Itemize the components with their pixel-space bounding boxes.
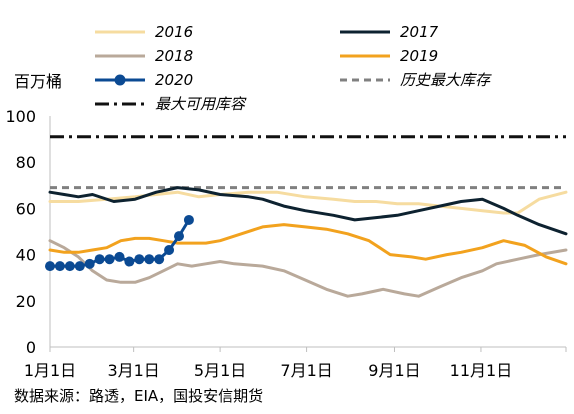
series-point <box>174 231 184 242</box>
y-tick-label: 100 <box>5 107 36 126</box>
series-point <box>183 214 194 225</box>
x-tick-label: 7月1日 <box>280 361 332 380</box>
series-line <box>48 186 568 236</box>
y-tick-label: 80 <box>16 153 36 172</box>
legend-label: 最大可用库容 <box>155 95 247 113</box>
y-tick-label: 20 <box>16 292 36 311</box>
legend-label: 历史最大库存 <box>400 71 492 89</box>
unit-label: 百万桶 <box>14 72 62 91</box>
series-layer <box>45 135 568 298</box>
legend-label: 2020 <box>155 71 193 89</box>
series-point <box>94 254 105 265</box>
axes: 0 20 40 60 80 100 1月1日 3月1日 5月1日 7月1日 9月1日 11月1日 <box>5 107 567 380</box>
series-point <box>144 254 155 265</box>
series-point <box>164 244 175 255</box>
series-point <box>134 254 145 265</box>
y-tick-label: 0 <box>26 338 36 357</box>
legend-marker <box>114 74 126 86</box>
y-tick-label: 60 <box>16 199 36 218</box>
series-point <box>114 251 125 262</box>
series-point <box>74 261 85 272</box>
series-point <box>45 261 55 272</box>
series-point <box>54 261 65 272</box>
series-line <box>48 239 568 298</box>
x-tick-label: 5月1日 <box>194 361 246 380</box>
series-point <box>84 258 95 269</box>
series-point <box>154 254 165 265</box>
x-tick-label: 11月1日 <box>450 361 513 380</box>
series-point <box>64 261 75 272</box>
x-tick-label: 3月1日 <box>107 361 159 380</box>
legend-label: 2016 <box>155 23 193 41</box>
legend-label: 2017 <box>400 23 439 41</box>
legend-label: 2019 <box>400 47 438 65</box>
series-point <box>124 256 135 267</box>
series-point <box>104 254 115 265</box>
x-tick-label: 9月1日 <box>368 361 420 380</box>
source-note: 数据来源：路透，EIA，国投安信期货 <box>14 387 264 405</box>
series-line <box>48 223 568 266</box>
legend-label: 2018 <box>155 47 193 65</box>
y-tick-label: 40 <box>16 246 36 265</box>
x-tick-label: 1月1日 <box>24 361 76 380</box>
